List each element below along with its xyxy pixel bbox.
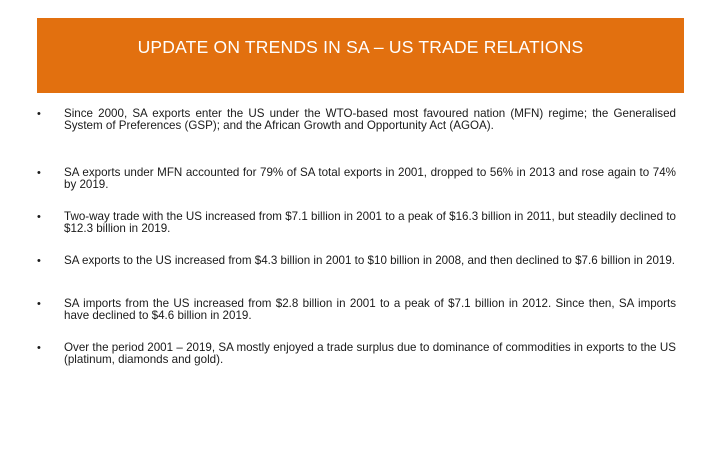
bullet-item-sa-imports: • SA imports from the US increased from … <box>37 298 677 328</box>
bullet-item-trade-surplus: • Over the period 2001 – 2019, SA mostly… <box>37 342 677 372</box>
bullet-item-sa-exports: • SA exports to the US increased from $4… <box>37 255 677 285</box>
bullet-item-mfn-share: • SA exports under MFN accounted for 79%… <box>37 167 677 197</box>
bullet-text: SA exports to the US increased from $4.3… <box>64 254 676 267</box>
bullet-text: Over the period 2001 – 2019, SA mostly e… <box>64 341 676 366</box>
bullet-dot-icon: • <box>37 342 41 354</box>
bullet-item-mfn-gsp-agoa: • Since 2000, SA exports enter the US un… <box>37 108 677 138</box>
bullet-dot-icon: • <box>37 255 41 267</box>
bullet-item-two-way-trade: • Two-way trade with the US increased fr… <box>37 211 677 241</box>
bullet-dot-icon: • <box>37 167 41 179</box>
bullet-text: SA exports under MFN accounted for 79% o… <box>64 166 676 191</box>
bullet-dot-icon: • <box>37 108 41 120</box>
bullet-text: Two-way trade with the US increased from… <box>64 210 676 235</box>
bullet-text: SA imports from the US increased from $2… <box>64 297 676 322</box>
bullet-dot-icon: • <box>37 298 41 310</box>
bullet-dot-icon: • <box>37 211 41 223</box>
title-banner: UPDATE ON TRENDS IN SA – US TRADE RELATI… <box>37 18 684 93</box>
slide-title: UPDATE ON TRENDS IN SA – US TRADE RELATI… <box>137 37 584 57</box>
bullet-text: Since 2000, SA exports enter the US unde… <box>64 107 676 132</box>
